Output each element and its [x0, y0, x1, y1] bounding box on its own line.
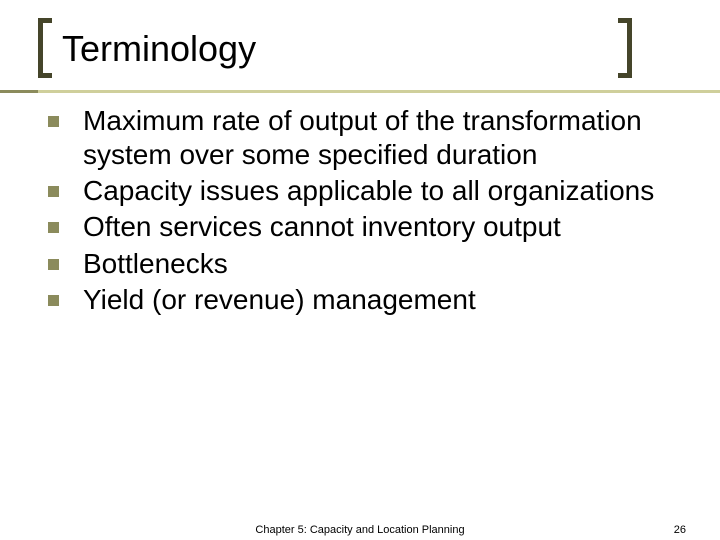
list-item-text: Often services cannot inventory output: [83, 210, 561, 244]
list-item-text: Capacity issues applicable to all organi…: [83, 174, 654, 208]
slide-title: Terminology: [44, 24, 680, 76]
bracket-right-icon: [618, 18, 632, 78]
list-item-text: Bottlenecks: [83, 247, 228, 281]
title-container: Terminology: [44, 24, 680, 76]
list-item: Yield (or revenue) management: [48, 283, 680, 317]
square-bullet-icon: [48, 259, 59, 270]
list-item-text: Yield (or revenue) management: [83, 283, 476, 317]
list-item: Capacity issues applicable to all organi…: [48, 174, 680, 208]
square-bullet-icon: [48, 116, 59, 127]
list-item: Bottlenecks: [48, 247, 680, 281]
square-bullet-icon: [48, 186, 59, 197]
accent-line: [0, 90, 720, 93]
bracket-left-icon: [38, 18, 52, 78]
square-bullet-icon: [48, 222, 59, 233]
slide: Terminology Maximum rate of output of th…: [0, 0, 720, 540]
footer-chapter: Chapter 5: Capacity and Location Plannin…: [255, 524, 464, 536]
list-item-text: Maximum rate of output of the transforma…: [83, 104, 680, 172]
list-item: Maximum rate of output of the transforma…: [48, 104, 680, 172]
square-bullet-icon: [48, 295, 59, 306]
page-number: 26: [674, 524, 686, 536]
bullet-list: Maximum rate of output of the transforma…: [48, 104, 680, 317]
list-item: Often services cannot inventory output: [48, 210, 680, 244]
